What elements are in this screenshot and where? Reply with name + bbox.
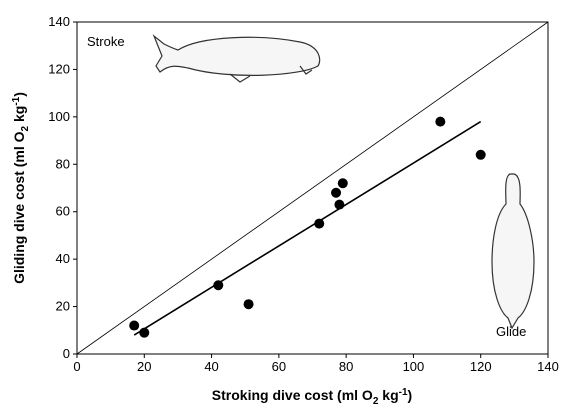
glide-seal-illustration bbox=[491, 173, 535, 330]
x-tick-label: 60 bbox=[272, 359, 286, 374]
x-tick-label: 0 bbox=[73, 359, 80, 374]
y-tick-label: 100 bbox=[48, 109, 70, 124]
x-axis-label-part: Stroking dive cost (ml O bbox=[212, 387, 373, 403]
x-tick-label: 140 bbox=[537, 359, 559, 374]
y-tick-label: 140 bbox=[48, 14, 70, 29]
x-tick-label: 20 bbox=[137, 359, 151, 374]
annotation: Glide bbox=[496, 324, 526, 339]
data-point bbox=[435, 116, 446, 127]
x-tick-label: 80 bbox=[339, 359, 353, 374]
x-tick-label: 100 bbox=[403, 359, 425, 374]
plot-frame bbox=[76, 21, 549, 355]
y-axis-label-part: -1 bbox=[11, 96, 22, 105]
data-point bbox=[337, 178, 348, 189]
data-point bbox=[314, 218, 325, 229]
y-tick-label: 0 bbox=[63, 346, 70, 361]
y-axis-label: Gliding dive cost (ml O2 kg-1) bbox=[11, 92, 31, 284]
data-point bbox=[475, 149, 486, 160]
regression-line bbox=[133, 120, 482, 336]
data-point bbox=[334, 199, 345, 210]
y-tick-label: 80 bbox=[56, 156, 70, 171]
stroke-seal-illustration bbox=[152, 34, 321, 83]
y-tick-label: 120 bbox=[48, 61, 70, 76]
x-axis-label-part: -1 bbox=[399, 387, 408, 398]
data-point bbox=[331, 187, 342, 198]
identity-line bbox=[76, 21, 549, 355]
y-axis-label-part: 2 bbox=[20, 125, 31, 131]
data-point bbox=[243, 299, 254, 310]
y-axis-label-part: ) bbox=[11, 92, 27, 97]
x-tick-label: 120 bbox=[470, 359, 492, 374]
x-axis-label-part: ) bbox=[408, 387, 413, 403]
annotation: Stroke bbox=[87, 34, 125, 49]
x-axis-label-part: 2 bbox=[373, 396, 379, 407]
x-axis-label-part: kg bbox=[378, 387, 398, 403]
data-point bbox=[139, 327, 150, 338]
y-tick-label: 40 bbox=[56, 251, 70, 266]
y-axis-label-part: Gliding dive cost (ml O bbox=[11, 131, 27, 284]
x-axis-label: Stroking dive cost (ml O2 kg-1) bbox=[212, 387, 412, 407]
y-tick-label: 20 bbox=[56, 299, 70, 314]
x-tick-label: 40 bbox=[204, 359, 218, 374]
y-tick-label: 60 bbox=[56, 204, 70, 219]
data-point bbox=[213, 280, 224, 291]
data-point bbox=[129, 320, 140, 331]
y-axis-label-part: kg bbox=[11, 106, 27, 126]
